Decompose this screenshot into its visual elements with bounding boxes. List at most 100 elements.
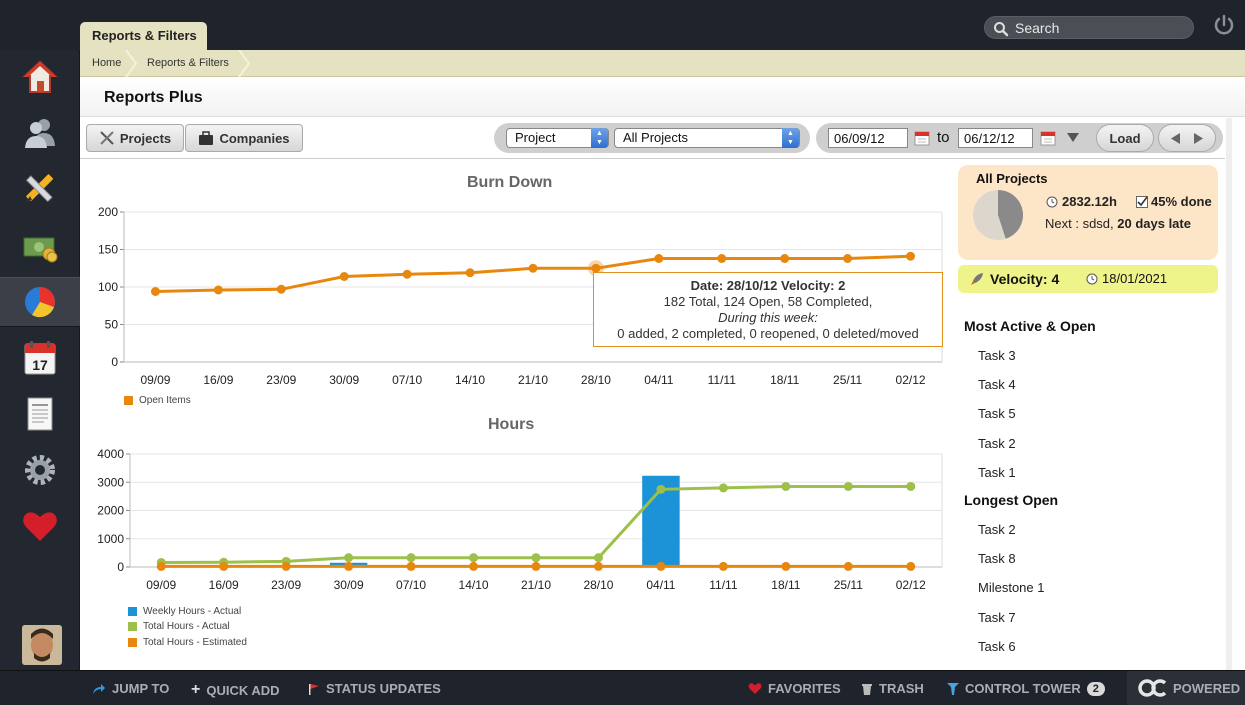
summary-next: Next : sdsd, 20 days late: [1045, 216, 1191, 231]
summary-hours-value: 2832.12h: [1062, 194, 1117, 209]
date-from-input[interactable]: 06/09/12: [828, 128, 908, 148]
x-tick-label: 23/09: [266, 373, 296, 387]
sidebar-item-people[interactable]: [0, 107, 80, 157]
sidebar-item-calendar[interactable]: 17: [0, 333, 80, 383]
data-point: [219, 561, 229, 571]
longest-open-task[interactable]: Task 7: [978, 610, 1016, 625]
sidebar-item-reports[interactable]: [0, 277, 80, 327]
load-button[interactable]: Load: [1096, 124, 1154, 152]
quick-add-label: QUICK ADD: [206, 682, 280, 698]
page-title: Reports Plus: [104, 89, 203, 106]
data-point: [276, 284, 286, 294]
search-box[interactable]: Search: [984, 16, 1194, 39]
y-tick-label: 3000: [97, 475, 124, 489]
y-tick-label: 0: [111, 355, 118, 369]
legend-swatch: [128, 607, 137, 616]
jump-arrow-icon: [93, 683, 105, 694]
home-icon: [22, 60, 58, 93]
y-tick-label: 2000: [97, 504, 124, 518]
most-active-task[interactable]: Task 5: [978, 406, 1016, 421]
select-arrows-icon: ▲ ▼: [591, 128, 608, 148]
velocity-value: Velocity: 4: [970, 271, 1059, 287]
quick-add-button[interactable]: + QUICK ADD: [191, 681, 280, 699]
data-point: [656, 561, 666, 571]
most-active-task[interactable]: Task 1: [978, 465, 1016, 480]
breadcrumb-home[interactable]: Home: [92, 57, 122, 69]
status-updates-button[interactable]: STATUS UPDATES: [308, 681, 441, 696]
date-preset-dropdown-icon[interactable]: [1067, 133, 1079, 143]
legend-swatch: [124, 396, 133, 405]
tooltip-line-1: Date: 28/10/12 Velocity: 2: [690, 278, 846, 293]
longest-open-task[interactable]: Task 8: [978, 551, 1016, 566]
summary-done-value: 45% done: [1151, 194, 1212, 209]
most-active-task[interactable]: Task 2: [978, 436, 1016, 451]
avatar-photo-icon: [22, 625, 62, 665]
filter-type-select[interactable]: Project ▲ ▼: [506, 128, 609, 148]
trash-label: TRASH: [879, 681, 924, 696]
powered-label: POWERED: [1173, 681, 1241, 696]
hours-legend-total-estimated: Total Hours - Estimated: [128, 637, 247, 648]
tools-icon: [25, 174, 54, 203]
jump-to-button[interactable]: JUMP TO: [92, 681, 169, 696]
date-to-label: to: [937, 129, 950, 146]
most-active-task[interactable]: Task 4: [978, 377, 1016, 392]
longest-open-task[interactable]: Milestone 1: [978, 580, 1045, 595]
calendar-picker-icon[interactable]: [914, 130, 930, 146]
companies-button[interactable]: Companies: [185, 124, 303, 152]
next-period-icon[interactable]: [1194, 132, 1203, 144]
project-summary-card: All Projects 2832.12h 45% done Next : sd…: [958, 165, 1218, 260]
projects-button[interactable]: Projects: [86, 124, 184, 152]
load-button-label: Load: [1109, 130, 1141, 146]
sidebar-item-favorites[interactable]: [0, 501, 80, 551]
x-tick-label: 25/11: [834, 578, 863, 592]
search-input[interactable]: Search: [1015, 20, 1060, 36]
control-tower-button[interactable]: CONTROL TOWER 2: [947, 681, 1105, 696]
favorites-button[interactable]: FAVORITES: [748, 681, 841, 696]
y-tick-label: 0: [117, 560, 124, 574]
x-tick-label: 04/11: [646, 578, 675, 592]
x-tick-label: 23/09: [271, 578, 301, 592]
sidebar-item-money[interactable]: [0, 221, 80, 271]
sidebar-item-settings[interactable]: [0, 445, 80, 495]
calendar-picker-icon[interactable]: [1040, 130, 1056, 146]
plus-icon: +: [191, 681, 201, 698]
main-content: Home Reports & Filters Reports Plus Proj…: [80, 50, 1245, 670]
user-avatar[interactable]: [22, 625, 62, 665]
longest-open-heading: Longest Open: [964, 492, 1059, 508]
filter-value-select[interactable]: All Projects ▲ ▼: [614, 128, 800, 148]
longest-open-task[interactable]: Task 2: [978, 522, 1016, 537]
legend-swatch: [128, 622, 137, 631]
projects-tools-icon: [100, 131, 114, 145]
sidebar-item-documents[interactable]: [0, 389, 80, 439]
jump-to-label: JUMP TO: [112, 681, 170, 696]
previous-period-icon[interactable]: [1171, 132, 1180, 144]
data-point: [406, 561, 416, 571]
progress-pie-icon: [973, 190, 1024, 240]
tooltip-line-4: 0 added, 2 completed, 0 reopened, 0 dele…: [617, 326, 919, 341]
data-point: [654, 254, 664, 263]
breadcrumb-separator-icon: [125, 50, 138, 77]
control-tower-icon: [947, 683, 959, 695]
trash-button[interactable]: TRASH: [861, 681, 924, 696]
summary-next-late: 20 days late: [1117, 216, 1191, 231]
sidebar-item-tools[interactable]: [0, 163, 80, 213]
sidebar-item-home[interactable]: [0, 52, 80, 102]
longest-open-task[interactable]: Task 6: [978, 639, 1016, 654]
tab-reports-filters[interactable]: Reports & Filters: [80, 22, 207, 51]
power-icon[interactable]: [1212, 13, 1236, 37]
data-point: [469, 561, 479, 571]
x-tick-label: 16/09: [203, 373, 233, 387]
settings-gear-icon: [25, 455, 55, 485]
x-tick-label: 21/10: [521, 578, 551, 592]
control-tower-badge: 2: [1086, 681, 1105, 696]
data-point: [906, 561, 916, 571]
vertical-scrollbar[interactable]: [1226, 118, 1232, 670]
breadcrumb-reports-filters[interactable]: Reports & Filters: [147, 57, 229, 69]
clock-icon: [1086, 273, 1098, 284]
data-point: [339, 272, 349, 281]
favorites-heart-icon: [23, 512, 57, 541]
data-point: [717, 254, 727, 263]
date-to-input[interactable]: 06/12/12: [958, 128, 1033, 148]
most-active-task[interactable]: Task 3: [978, 348, 1016, 363]
money-icon: [23, 237, 58, 263]
